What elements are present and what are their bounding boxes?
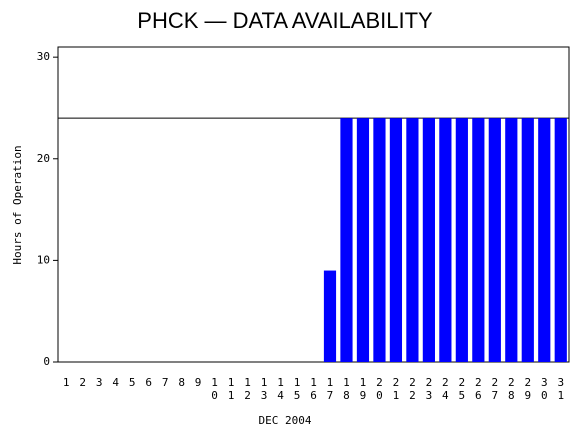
bar	[356, 118, 370, 363]
chart-title: PHCK — DATA AVAILABILITY	[137, 8, 433, 33]
bar	[323, 270, 337, 362]
y-tick-label: 30	[37, 50, 50, 63]
x-tick-label: 1	[63, 376, 70, 389]
x-tick-label: 7	[162, 376, 169, 389]
bar	[554, 118, 567, 363]
x-axis-label: DEC 2004	[259, 414, 312, 427]
bar	[389, 118, 403, 363]
bar	[538, 118, 551, 363]
x-tick-label: 5	[129, 376, 136, 389]
bar	[406, 118, 419, 363]
bar	[373, 118, 386, 363]
bar	[439, 118, 452, 363]
bar	[521, 118, 534, 363]
bar	[422, 118, 435, 363]
y-tick-label: 10	[37, 253, 50, 266]
x-tick-label: 6	[145, 376, 152, 389]
plot-frame	[57, 46, 570, 363]
x-tick-label: 8	[178, 376, 185, 389]
x-tick-label: 2	[79, 376, 86, 389]
bar	[455, 118, 468, 363]
x-tick-label: 4	[112, 376, 119, 389]
bar	[505, 118, 518, 363]
bar	[472, 118, 485, 363]
bar	[488, 118, 501, 363]
x-tick-label: 3	[96, 376, 103, 389]
x-tick-label: 9	[195, 376, 202, 389]
bar	[340, 118, 353, 363]
y-axis-label: Hours of Operation	[11, 145, 24, 264]
y-tick-label: 0	[43, 355, 50, 368]
y-tick-label: 20	[37, 152, 50, 165]
